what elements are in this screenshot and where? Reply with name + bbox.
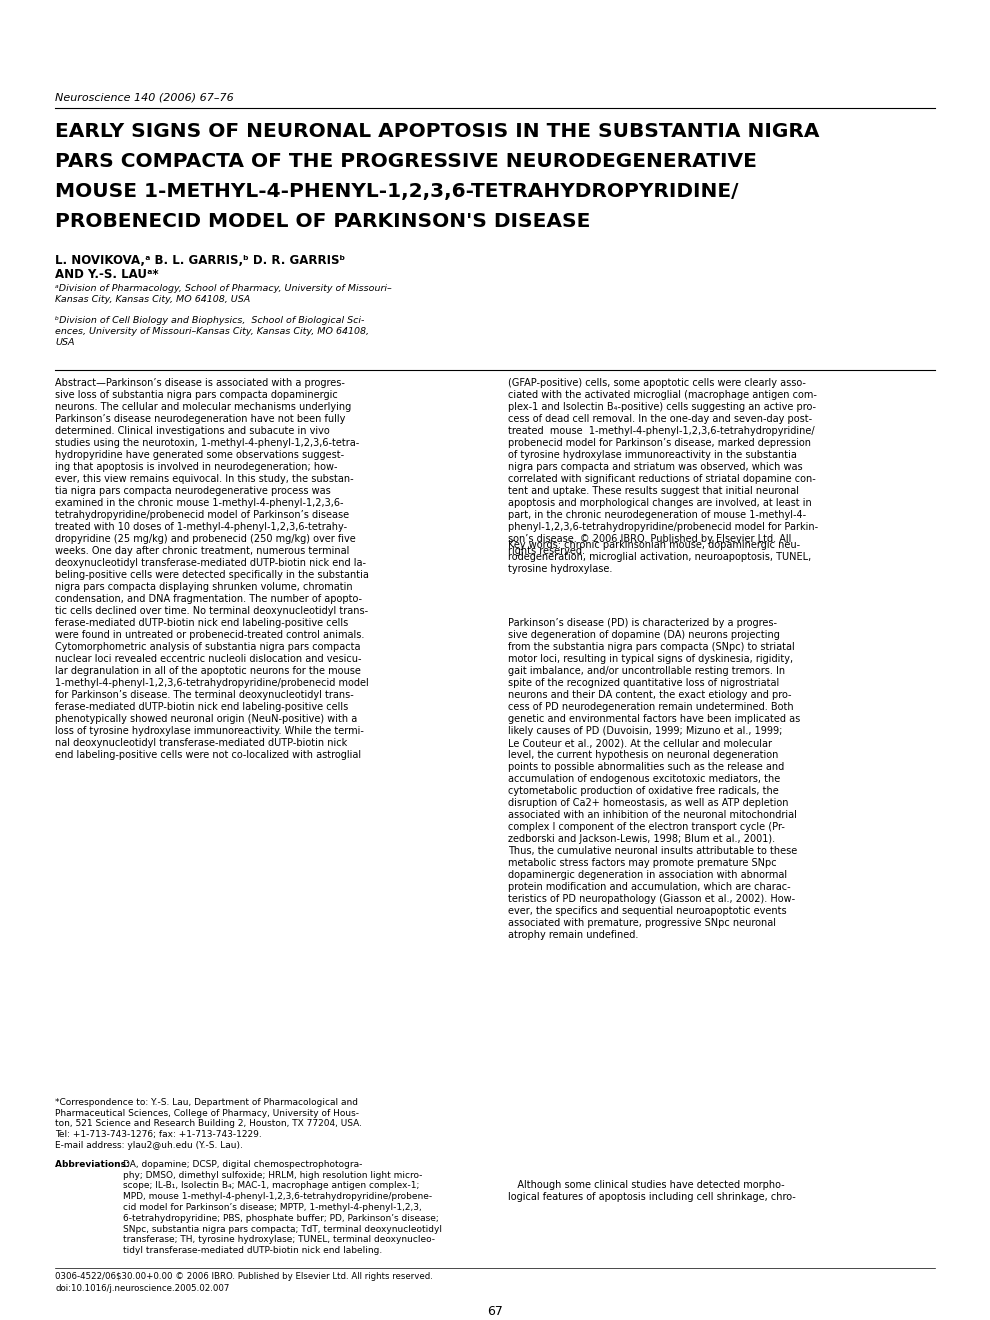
Text: Although some clinical studies have detected morpho-
logical features of apoptos: Although some clinical studies have dete… [508,1180,796,1203]
Text: MOUSE 1-METHYL-4-PHENYL-1,2,3,6-TETRAHYDROPYRIDINE/: MOUSE 1-METHYL-4-PHENYL-1,2,3,6-TETRAHYD… [55,182,739,201]
Text: doi:10.1016/j.neuroscience.2005.02.007: doi:10.1016/j.neuroscience.2005.02.007 [55,1284,230,1294]
Text: AND Y.-S. LAUᵃ*: AND Y.-S. LAUᵃ* [55,268,158,281]
Text: ᵃDivision of Pharmacology, School of Pharmacy, University of Missouri–
Kansas Ci: ᵃDivision of Pharmacology, School of Pha… [55,284,392,304]
Text: ᵇDivision of Cell Biology and Biophysics,  School of Biological Sci-
ences, Univ: ᵇDivision of Cell Biology and Biophysics… [55,315,369,347]
Text: PROBENECID MODEL OF PARKINSON'S DISEASE: PROBENECID MODEL OF PARKINSON'S DISEASE [55,213,590,231]
Text: Key words: chronic parkinsonian mouse, dopaminergic neu-
rodegeneration, microgl: Key words: chronic parkinsonian mouse, d… [508,540,811,574]
Text: 0306-4522/06$30.00+0.00 © 2006 IBRO. Published by Elsevier Ltd. All rights reser: 0306-4522/06$30.00+0.00 © 2006 IBRO. Pub… [55,1272,433,1280]
Text: Abbreviations:: Abbreviations: [55,1160,133,1170]
Text: 67: 67 [487,1305,503,1317]
Text: Parkinson’s disease (PD) is characterized by a progres-
sive degeneration of dop: Parkinson’s disease (PD) is characterize… [508,618,800,940]
Text: L. NOVIKOVA,ᵃ B. L. GARRIS,ᵇ D. R. GARRISᵇ: L. NOVIKOVA,ᵃ B. L. GARRIS,ᵇ D. R. GARRI… [55,253,346,267]
Text: Neuroscience 140 (2006) 67–76: Neuroscience 140 (2006) 67–76 [55,92,234,102]
Text: *Correspondence to: Y.-S. Lau, Department of Pharmacological and
Pharmaceutical : *Correspondence to: Y.-S. Lau, Departmen… [55,1098,362,1150]
Text: (GFAP-positive) cells, some apoptotic cells were clearly asso-
ciated with the a: (GFAP-positive) cells, some apoptotic ce… [508,378,818,556]
Text: Abstract—Parkinson’s disease is associated with a progres-
sive loss of substant: Abstract—Parkinson’s disease is associat… [55,378,369,760]
Text: DA, dopamine; DCSP, digital chemospectrophotogra-
phy; DMSO, dimethyl sulfoxide;: DA, dopamine; DCSP, digital chemospectro… [123,1160,442,1255]
Text: PARS COMPACTA OF THE PROGRESSIVE NEURODEGENERATIVE: PARS COMPACTA OF THE PROGRESSIVE NEURODE… [55,152,757,172]
Text: EARLY SIGNS OF NEURONAL APOPTOSIS IN THE SUBSTANTIA NIGRA: EARLY SIGNS OF NEURONAL APOPTOSIS IN THE… [55,121,820,141]
